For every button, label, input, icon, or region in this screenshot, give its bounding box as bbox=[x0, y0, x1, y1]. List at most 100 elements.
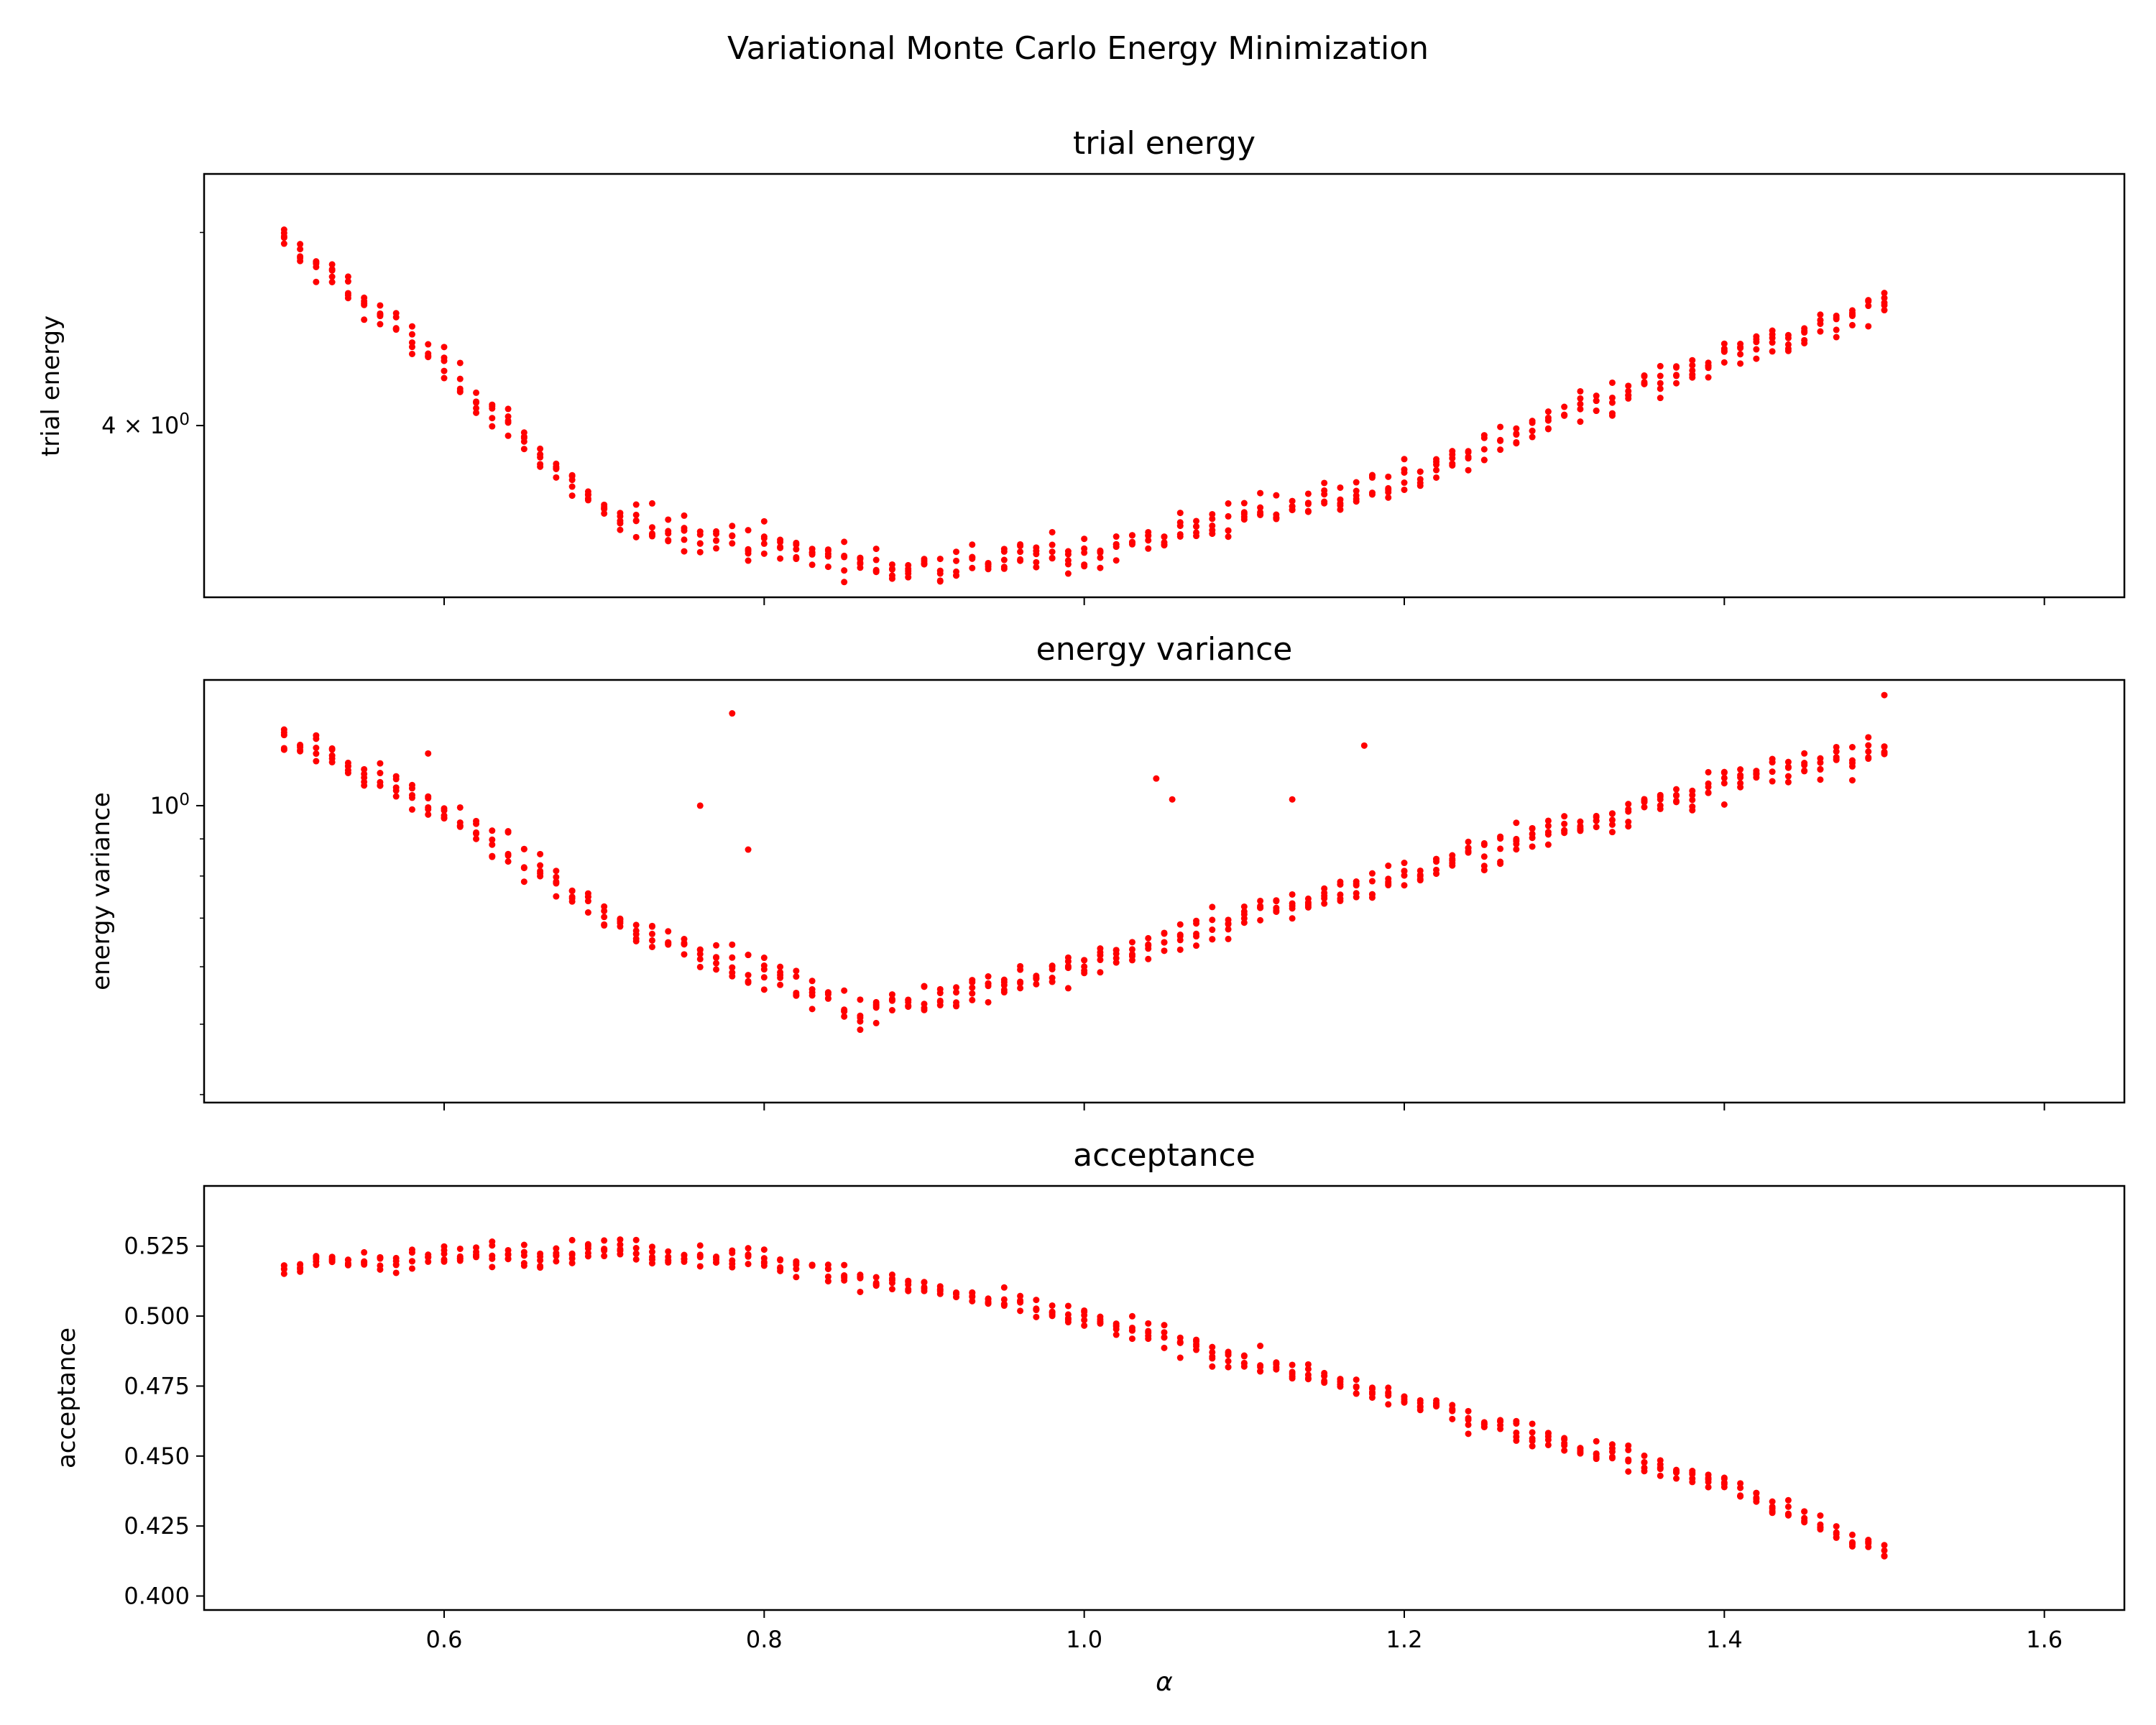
data-point bbox=[361, 782, 368, 789]
data-point bbox=[1337, 1379, 1344, 1386]
figure-suptitle: Variational Monte Carlo Energy Minimizat… bbox=[727, 30, 1429, 67]
data-point bbox=[713, 545, 720, 552]
data-point bbox=[313, 278, 320, 285]
data-point bbox=[953, 984, 960, 991]
data-point bbox=[441, 1258, 448, 1265]
data-point bbox=[1225, 1348, 1232, 1356]
data-point bbox=[601, 922, 608, 929]
data-point bbox=[1321, 1373, 1328, 1380]
data-point bbox=[1337, 881, 1344, 888]
data-point bbox=[665, 1254, 672, 1261]
data-point bbox=[1081, 1307, 1088, 1314]
data-point bbox=[1753, 1496, 1760, 1503]
data-point bbox=[1128, 1335, 1135, 1343]
data-point bbox=[1000, 1284, 1008, 1291]
data-point bbox=[665, 530, 672, 537]
data-point bbox=[1848, 321, 1856, 328]
data-point bbox=[1881, 307, 1888, 314]
data-point bbox=[1865, 323, 1872, 330]
data-point bbox=[1033, 1313, 1040, 1320]
data-point bbox=[1049, 962, 1056, 970]
data-point bbox=[1209, 1363, 1216, 1370]
data-point bbox=[361, 774, 368, 781]
data-point bbox=[1801, 1508, 1808, 1515]
data-point bbox=[1784, 331, 1792, 339]
data-point bbox=[1193, 533, 1200, 540]
data-point bbox=[568, 1259, 576, 1266]
data-point bbox=[936, 567, 944, 574]
data-point bbox=[1529, 1443, 1536, 1450]
data-point bbox=[953, 1002, 960, 1009]
data-point bbox=[1000, 1296, 1008, 1303]
data-point bbox=[1449, 1415, 1456, 1422]
data-point bbox=[1641, 1464, 1648, 1471]
data-point bbox=[1784, 778, 1792, 786]
data-point bbox=[1608, 829, 1616, 836]
data-point bbox=[1593, 397, 1600, 405]
scatter-series bbox=[280, 226, 1888, 586]
data-point bbox=[760, 974, 768, 981]
data-point bbox=[1561, 1435, 1568, 1442]
data-point bbox=[1544, 822, 1552, 829]
data-point bbox=[1608, 821, 1616, 828]
data-point bbox=[1625, 1468, 1632, 1475]
data-point bbox=[969, 996, 976, 1003]
data-point bbox=[745, 972, 752, 979]
data-point bbox=[1865, 734, 1872, 741]
data-point bbox=[473, 1244, 480, 1251]
data-point bbox=[1561, 403, 1568, 410]
data-point bbox=[888, 561, 895, 568]
data-point bbox=[473, 398, 480, 405]
data-point bbox=[1737, 783, 1744, 791]
data-point bbox=[1881, 290, 1888, 297]
data-point bbox=[1720, 347, 1728, 354]
data-point bbox=[520, 1241, 528, 1248]
data-point bbox=[1401, 486, 1408, 493]
data-point bbox=[648, 500, 655, 507]
data-point bbox=[1193, 942, 1200, 949]
data-point bbox=[1544, 414, 1552, 421]
data-point bbox=[1641, 798, 1648, 805]
data-point bbox=[1561, 411, 1568, 418]
data-point bbox=[681, 941, 688, 948]
data-point bbox=[1289, 915, 1296, 922]
data-point bbox=[1881, 1547, 1888, 1554]
data-point bbox=[1273, 1366, 1280, 1373]
data-point bbox=[1593, 817, 1600, 824]
data-point bbox=[1544, 1430, 1552, 1437]
data-point bbox=[297, 741, 304, 748]
data-point bbox=[1848, 1541, 1856, 1548]
data-point bbox=[617, 510, 624, 517]
data-point bbox=[1801, 750, 1808, 757]
data-point bbox=[489, 415, 496, 422]
data-point bbox=[1593, 1450, 1600, 1457]
data-point bbox=[1368, 1389, 1376, 1396]
scatter-series bbox=[280, 1236, 1888, 1560]
data-point bbox=[777, 963, 784, 970]
data-point bbox=[888, 1275, 895, 1282]
data-point bbox=[441, 374, 448, 382]
data-point bbox=[872, 1003, 880, 1010]
data-point bbox=[1881, 302, 1888, 309]
data-point bbox=[793, 1274, 800, 1281]
data-point bbox=[1544, 841, 1552, 848]
data-point bbox=[344, 273, 351, 280]
data-point bbox=[681, 1256, 688, 1263]
data-point bbox=[1657, 372, 1664, 380]
data-point bbox=[1720, 780, 1728, 787]
data-point bbox=[1689, 787, 1696, 794]
data-point bbox=[1817, 1521, 1824, 1528]
data-point bbox=[1433, 466, 1440, 474]
data-point bbox=[1737, 341, 1744, 348]
data-point bbox=[1049, 528, 1056, 535]
data-point bbox=[489, 1264, 496, 1271]
data-point bbox=[1625, 818, 1632, 825]
data-point bbox=[1737, 1493, 1744, 1500]
data-point bbox=[1561, 813, 1568, 820]
data-point bbox=[1769, 339, 1776, 346]
data-point bbox=[361, 1248, 368, 1256]
data-point bbox=[601, 914, 608, 921]
data-point bbox=[1577, 405, 1584, 413]
y-tick-label: 0.450 bbox=[124, 1443, 190, 1470]
data-point bbox=[1848, 757, 1856, 764]
